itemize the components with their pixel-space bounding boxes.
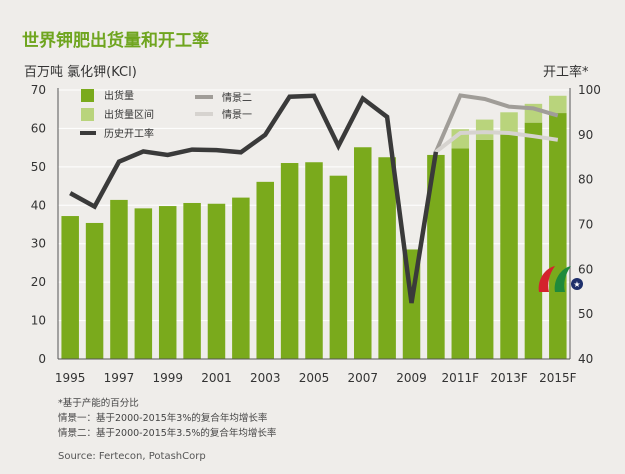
shipment-bar — [549, 113, 567, 359]
shipment-bar — [500, 131, 518, 359]
shipment-bar — [427, 154, 445, 359]
left-tick-label: 0 — [38, 352, 46, 366]
shipment-bar — [207, 203, 226, 359]
chart-title: 世界钾肥出货量和开工率 — [22, 31, 209, 51]
shipment-bar — [280, 163, 299, 359]
left-axis-unit: 百万吨 氯化钾(KCl) — [24, 65, 137, 80]
footnote-capacity: *基于产能的百分比 — [58, 398, 139, 409]
shipment-bar — [183, 202, 201, 359]
right-tick-label: 80 — [578, 173, 593, 187]
shipment-bar — [85, 222, 104, 359]
shipment-bar — [329, 175, 348, 359]
right-tick-label: 40 — [578, 352, 593, 366]
left-tick-label: 30 — [31, 237, 46, 251]
x-tick-label: 2007 — [347, 371, 378, 385]
x-tick-label: 2011F — [442, 371, 480, 385]
x-tick-label: 1999 — [152, 371, 183, 385]
x-tick-label: 2009 — [396, 371, 427, 385]
left-tick-label: 10 — [31, 314, 46, 328]
shipment-range-bar — [549, 95, 567, 114]
x-tick-label: 1997 — [104, 371, 135, 385]
potashcorp-logo: ★ — [538, 266, 583, 292]
legend-label-scenario1: 情景一 — [222, 108, 252, 121]
historical-utilization-line — [69, 93, 439, 304]
shipment-range-bar — [475, 119, 494, 140]
legend-swatch-range — [81, 108, 94, 121]
right-tick-label: 60 — [578, 262, 593, 276]
shipment-bar — [61, 216, 79, 359]
right-tick-label: 70 — [578, 218, 593, 232]
legend-swatch-shipments — [81, 89, 94, 102]
shipment-bar — [232, 197, 250, 359]
left-tick-label: 60 — [31, 121, 46, 135]
x-tick-label: 2005 — [299, 371, 330, 385]
shipment-bar — [110, 199, 128, 359]
svg-text:★: ★ — [573, 280, 580, 289]
shipment-bar — [451, 148, 470, 359]
shipment-range-bar — [500, 112, 518, 132]
scenario1-line — [434, 130, 559, 154]
legend-label-range: 出货量区间 — [104, 108, 154, 121]
right-axis-unit: 开工率* — [543, 65, 589, 80]
right-tick-label: 50 — [578, 307, 593, 321]
x-tick-label: 2003 — [250, 371, 281, 385]
x-tick-label: 2001 — [201, 371, 232, 385]
left-tick-label: 40 — [31, 198, 46, 212]
x-tick-label: 2013F — [490, 371, 528, 385]
shipment-bar — [378, 157, 396, 359]
legend-label-scenario2: 情景二 — [222, 91, 252, 104]
shipment-bar — [354, 147, 372, 359]
left-tick-label: 70 — [31, 83, 46, 97]
x-tick-label: 1995 — [55, 371, 86, 385]
left-tick-label: 50 — [31, 160, 46, 174]
x-tick-label: 2015F — [539, 371, 577, 385]
footnote-scenario2: 情景二：基于2000-2015年3.5%的复合年均增长率 — [58, 428, 277, 439]
right-tick-label: 90 — [578, 128, 593, 142]
shipment-bar — [305, 162, 323, 359]
footnote-scenario1: 情景一：基于2000-2015年3%的复合年均增长率 — [58, 413, 268, 424]
scenario2-line — [434, 93, 559, 153]
left-tick-label: 20 — [31, 275, 46, 289]
source-note: Source: Fertecon, PotashCorp — [58, 451, 206, 462]
shipment-bar — [524, 122, 543, 360]
footnotes: *基于产能的百分比 情景一：基于2000-2015年3%的复合年均增长率 情景二… — [58, 396, 276, 441]
shipment-bar — [256, 181, 274, 359]
legend-label-historical: 历史开工率 — [104, 127, 154, 140]
shipment-bar — [158, 206, 177, 359]
right-tick-label: 100 — [578, 83, 601, 97]
legend-label-shipments: 出货量 — [104, 89, 134, 102]
shipment-bar — [134, 208, 153, 359]
shipment-bar — [475, 139, 494, 359]
